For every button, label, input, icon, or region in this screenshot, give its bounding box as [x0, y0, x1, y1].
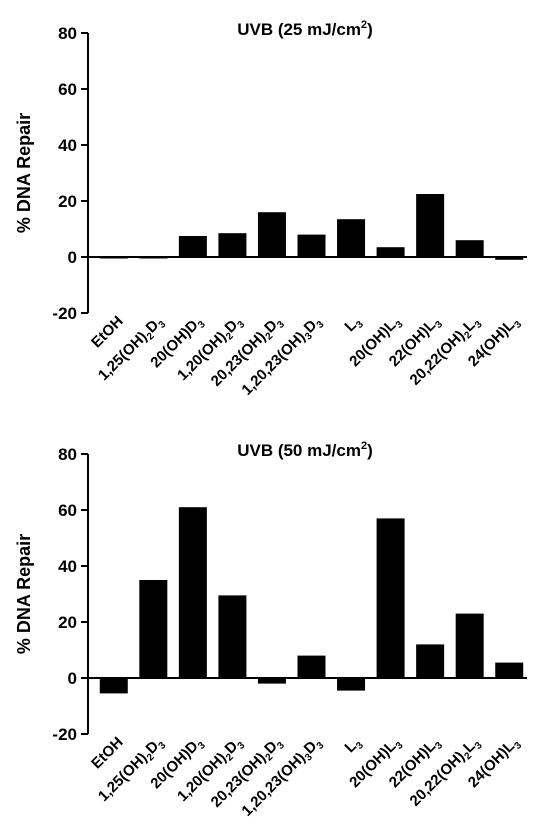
bar	[376, 247, 405, 257]
bar	[495, 662, 524, 678]
chart-title: UVB (25 mJ/cm2)	[237, 19, 373, 39]
bar	[416, 194, 445, 257]
bar	[257, 212, 286, 257]
y-tick-label: 0	[68, 248, 77, 267]
bar	[376, 518, 405, 678]
bar	[257, 678, 286, 684]
x-tick-label: L3	[341, 312, 366, 337]
chart-panel-2: UVB (50 mJ/cm2)% DNA Repair-20020406080E…	[14, 440, 527, 820]
y-tick-label: 60	[58, 80, 77, 99]
bar	[455, 240, 484, 257]
bar	[495, 257, 524, 260]
y-tick-label: 60	[58, 501, 77, 520]
bar	[416, 644, 445, 678]
bar	[178, 507, 207, 678]
bar	[139, 257, 168, 259]
y-axis-label: % DNA Repair	[14, 534, 34, 654]
y-tick-label: -20	[52, 304, 77, 323]
chart-title: UVB (50 mJ/cm2)	[237, 440, 373, 460]
y-tick-label: -20	[52, 725, 77, 744]
bar	[99, 257, 128, 259]
bar	[337, 219, 366, 257]
y-tick-label: 80	[58, 24, 77, 43]
y-tick-label: 80	[58, 445, 77, 464]
bar	[218, 233, 247, 257]
bar	[99, 678, 128, 694]
y-tick-label: 20	[58, 192, 77, 211]
y-tick-label: 0	[68, 669, 77, 688]
y-tick-label: 20	[58, 613, 77, 632]
y-axis-label: % DNA Repair	[14, 113, 34, 233]
y-tick-label: 40	[58, 557, 77, 576]
bar	[297, 234, 326, 257]
bar	[139, 580, 168, 678]
chart-panel-1: UVB (25 mJ/cm2)% DNA Repair-20020406080E…	[14, 19, 527, 399]
bar	[455, 613, 484, 678]
bar	[178, 236, 207, 257]
bar	[337, 678, 366, 691]
y-tick-label: 40	[58, 136, 77, 155]
bar	[218, 595, 247, 678]
bar	[297, 655, 326, 678]
x-tick-label: L3	[341, 733, 366, 758]
